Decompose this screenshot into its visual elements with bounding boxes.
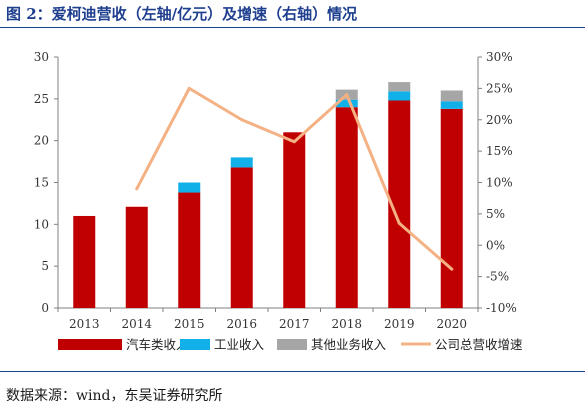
source-note: 数据来源：wind，东吴证券研究所 [6,388,223,404]
left-tick-label: 0 [41,301,49,315]
industrial-revenue-bar [178,182,201,193]
left-tick-label: 30 [34,50,49,64]
chart-area: 0 5 10 15 20 25 30 -10% -5% 0% 5% 10% 15% 20% 25% 30% 20… [0,34,585,364]
auto-revenue-bar [440,108,463,308]
x-tick-label: 2016 [226,317,257,331]
source-rule [0,371,585,372]
chart-bars [73,82,463,308]
industrial-revenue-bar [440,101,463,109]
auto-revenue-bar [283,132,306,308]
growth-point [240,118,244,122]
x-tick-label: 2020 [436,317,467,331]
right-tick-label: 30% [486,50,513,64]
industrial-revenue-bar [335,99,358,108]
x-tick-label: 2013 [69,317,100,331]
left-tick-label: 10 [34,217,49,231]
other-revenue-bar [388,82,411,92]
title-rule [0,27,585,28]
x-tick-label: 2017 [279,317,310,331]
x-tick-label: 2014 [121,317,152,331]
legend-label: 汽车类收入 [126,337,189,352]
right-tick-label: 20% [486,113,513,127]
left-tick-label: 15 [34,176,49,190]
industrial-revenue-bar [230,157,253,168]
x-tick-label: 2015 [174,317,205,331]
growth-point [450,267,454,271]
auto-revenue-bar [73,215,96,308]
auto-revenue-bar [230,167,253,308]
right-tick-label: 15% [486,144,513,158]
right-tick-label: -5% [486,270,509,284]
right-tick-label: 0% [486,238,505,252]
revenue-chart: 0 5 10 15 20 25 30 -10% -5% 0% 5% 10% 15% 20% 25% 30% 20… [34,50,523,352]
legend-swatch [58,339,122,350]
figure-title: 图 2：爱柯迪营收（左轴/亿元）及增速（右轴）情况 [6,5,358,23]
auto-revenue-bar [388,100,411,308]
right-tick-label: 5% [486,207,505,221]
growth-point [397,221,401,225]
growth-point [345,93,349,97]
left-tick-label: 25 [34,92,49,106]
legend-label: 工业收入 [214,337,265,352]
industrial-revenue-bar [388,91,411,101]
auto-revenue-bar [178,192,201,308]
left-tick-label: 20 [34,134,49,148]
right-tick-label: -10% [486,301,517,315]
left-tick-label: 5 [41,259,49,273]
legend-swatch [277,339,307,350]
right-tick-label: 10% [486,176,513,190]
growth-point [292,140,296,144]
growth-point [187,86,191,90]
chart-growth-line [135,86,454,271]
x-tick-label: 2018 [331,317,362,331]
other-revenue-bar [440,90,463,102]
legend-label: 其他业务收入 [311,337,387,352]
right-tick-label: 25% [486,81,513,95]
legend-label: 公司总营收增速 [435,337,523,352]
x-tick-label: 2019 [384,317,415,331]
growth-point [135,187,139,191]
chart-legend: 汽车类收入 工业收入 其他业务收入 公司总营收增速 [58,337,523,352]
auto-revenue-bar [335,107,358,308]
auto-revenue-bar [125,206,148,308]
chart-axes: 0 5 10 15 20 25 30 -10% -5% 0% 5% 10% 15% 20% 25% 30% 20… [34,50,517,331]
legend-swatch [180,339,210,350]
